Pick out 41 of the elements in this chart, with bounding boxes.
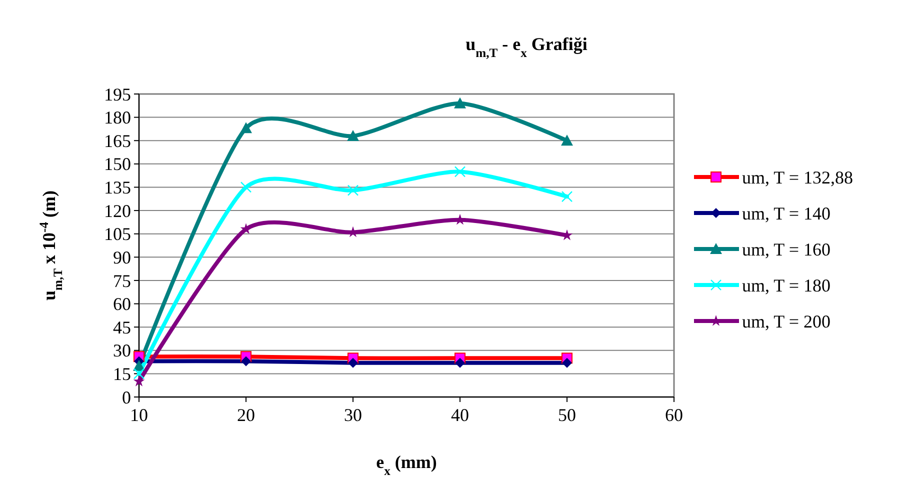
point (454, 166, 466, 178)
point (455, 358, 465, 368)
y-tick-label: 135 (104, 178, 131, 198)
legend-label: um, T = 132,88 (742, 167, 853, 188)
x-tick-label: 40 (451, 405, 469, 425)
x-tick-label: 60 (665, 405, 683, 425)
y-tick-label: 45 (113, 317, 131, 338)
y-tick-label: 195 (104, 84, 131, 104)
point (240, 182, 252, 193)
x-axis-title: e$_{x}$ (mm) (376, 452, 437, 478)
y-tick-label: 15 (113, 364, 131, 384)
y-tick-label: 180 (104, 108, 131, 128)
legend-label: um, T = 140 (742, 203, 830, 224)
y-tick-label: 0 (122, 387, 131, 408)
point (241, 356, 251, 366)
y-tick-label: 105 (104, 224, 131, 244)
point (133, 368, 145, 380)
legend-label: um, T = 160 (742, 239, 830, 260)
point (561, 190, 573, 202)
point (562, 358, 572, 368)
point (347, 130, 359, 141)
x-tick-label: 50 (558, 405, 576, 425)
x-tick-label: 20 (237, 405, 255, 425)
legend-label: um, T = 200 (742, 311, 830, 332)
y-tick-label: 150 (104, 154, 131, 174)
y-tick-label: 120 (104, 200, 131, 221)
point (133, 375, 145, 386)
x-tick-label: 30 (344, 405, 362, 425)
legend-label: um, T = 180 (742, 275, 830, 296)
point (348, 358, 358, 368)
x-tick-label: 10 (130, 405, 148, 425)
y-tick-label: 60 (113, 294, 131, 314)
point (240, 122, 252, 134)
point (454, 97, 466, 108)
point (561, 134, 573, 146)
point (347, 184, 359, 196)
y-tick-label: 30 (113, 340, 131, 361)
y-tick-label: 165 (104, 130, 131, 151)
y-tick-label: 75 (113, 270, 131, 291)
chart-title: u$_{m,T}$ - e$_{x}$ Grafiği (466, 34, 588, 60)
y-tick-label: 90 (113, 247, 131, 268)
